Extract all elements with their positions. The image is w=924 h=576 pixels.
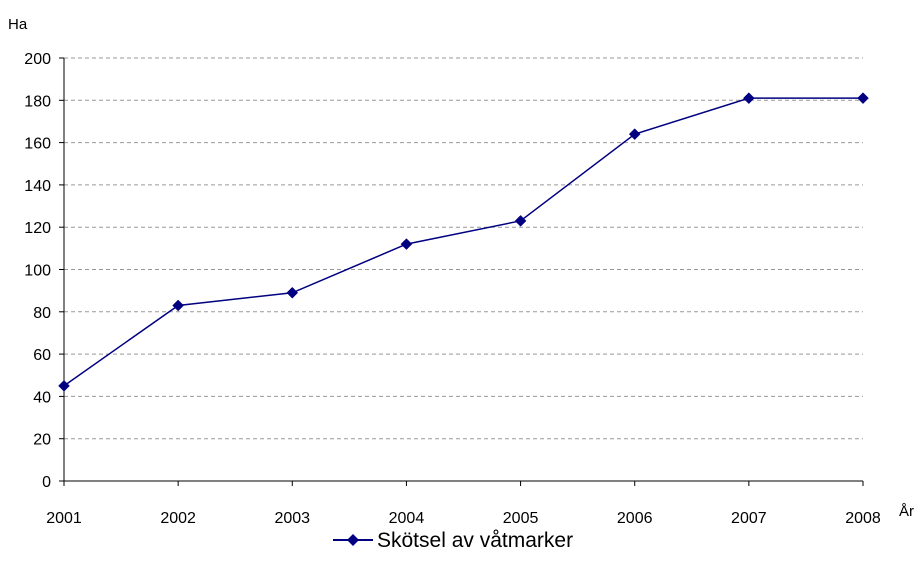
data-point (743, 92, 755, 105)
legend-label: Skötsel av våtmarker (377, 529, 573, 552)
data-point (628, 128, 641, 140)
legend-marker (347, 534, 359, 546)
data-point (58, 379, 70, 392)
data-series (58, 92, 869, 392)
x-tick-label: 2002 (160, 510, 196, 527)
axes (59, 57, 864, 486)
x-tick-label: 2007 (731, 510, 767, 527)
y-tick-labels: 0 20 40 60 80 100 120 140 160 180 200 (24, 51, 51, 491)
series-line (63, 97, 863, 387)
data-point (514, 215, 527, 227)
y-tick-label: 0 (42, 474, 51, 491)
y-tick-label: 40 (33, 389, 51, 406)
data-point (172, 299, 184, 312)
y-tick-label: 120 (24, 220, 51, 237)
y-tick-label: 60 (33, 347, 51, 364)
data-point (286, 286, 299, 299)
data-point (857, 92, 869, 105)
x-axis-title: År (899, 503, 914, 520)
y-tick-label: 180 (24, 93, 51, 110)
legend: Skötsel av våtmarker (333, 529, 573, 552)
y-tick-label: 160 (24, 136, 51, 153)
data-point (400, 238, 413, 250)
y-tick-label: 140 (24, 178, 51, 195)
y-tick-label: 200 (24, 51, 51, 68)
x-tick-label: 2005 (503, 510, 539, 527)
x-tick-label: 2006 (617, 510, 653, 527)
x-tick-label: 2001 (46, 510, 82, 527)
y-tick-label: 80 (33, 305, 51, 322)
x-tick-label: 2008 (845, 510, 881, 527)
x-tick-labels: 2001 2002 2003 2004 2005 2006 2007 2008 (46, 510, 881, 527)
y-tick-label: 100 (24, 263, 51, 280)
x-tick-label: 2003 (274, 510, 310, 527)
gridlines (64, 57, 863, 440)
y-axis-title: Ha (8, 16, 28, 33)
y-tick-label: 20 (33, 432, 51, 449)
x-tick-label: 2004 (389, 510, 425, 527)
